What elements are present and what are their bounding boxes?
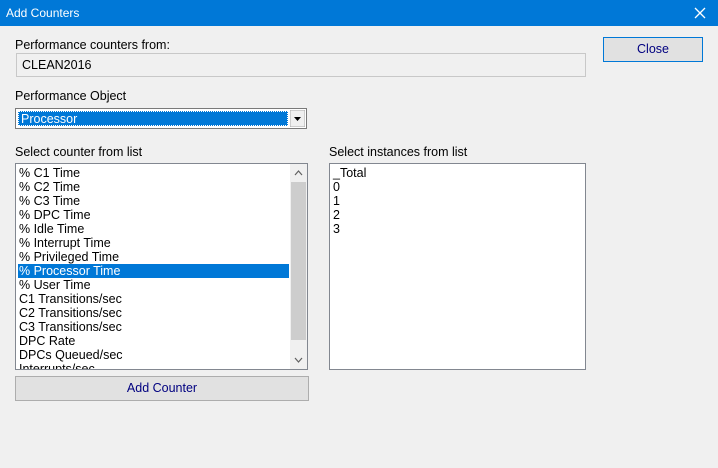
list-item[interactable]: % C3 Time xyxy=(19,194,81,208)
list-item[interactable]: 0 xyxy=(333,180,340,194)
list-item[interactable]: % Privileged Time xyxy=(19,250,120,264)
list-item[interactable]: % DPC Time xyxy=(19,208,91,222)
dropdown-arrow[interactable] xyxy=(290,110,305,127)
list-item[interactable]: % Idle Time xyxy=(19,222,85,236)
list-item[interactable]: _Total xyxy=(333,166,367,180)
counter-list[interactable]: Interrupts/sec DPCs Queued/sec DPC Rate C3 … xyxy=(15,163,308,370)
dropdown-value: Processor xyxy=(18,111,288,126)
list-item[interactable]: 1 xyxy=(333,194,340,208)
list-item[interactable]: 2 xyxy=(333,208,340,222)
scrollbar[interactable] xyxy=(290,164,307,369)
machine-field: CLEAN2016 xyxy=(16,53,586,77)
list-item[interactable]: Interrupts/sec xyxy=(19,362,95,370)
label: Select instances from list xyxy=(329,145,468,159)
list-item[interactable]: C1 Transitions/sec xyxy=(19,292,122,306)
label: Performance Object xyxy=(15,89,127,103)
instance-list[interactable]: 3 2 1 0 _Total xyxy=(329,163,586,370)
add-counter-button[interactable]: Add Counter xyxy=(15,376,309,401)
list-item[interactable]: 3 xyxy=(333,222,340,236)
list-item[interactable]: DPCs Queued/sec xyxy=(19,348,123,362)
list-item[interactable]: DPC Rate xyxy=(19,334,76,348)
object-dropdown[interactable]: Processor xyxy=(15,108,307,129)
list-item[interactable]: C3 Transitions/sec xyxy=(19,320,122,334)
list-item[interactable]: C2 Transitions/sec xyxy=(19,306,122,320)
list-item[interactable]: % C2 Time xyxy=(19,180,81,194)
label: Select counter from list xyxy=(15,145,143,159)
close-button[interactable]: Close xyxy=(603,37,703,62)
close-x[interactable] xyxy=(694,7,706,19)
window-title: Add Counters xyxy=(6,6,80,20)
label: Performance counters from: xyxy=(15,38,170,52)
list-item[interactable]: % C1 Time xyxy=(19,166,81,180)
list-item[interactable]: % Processor Time xyxy=(18,264,289,278)
list-item[interactable]: % User Time xyxy=(19,278,91,292)
list-item[interactable]: % Interrupt Time xyxy=(19,236,111,250)
title-bar xyxy=(0,0,718,26)
